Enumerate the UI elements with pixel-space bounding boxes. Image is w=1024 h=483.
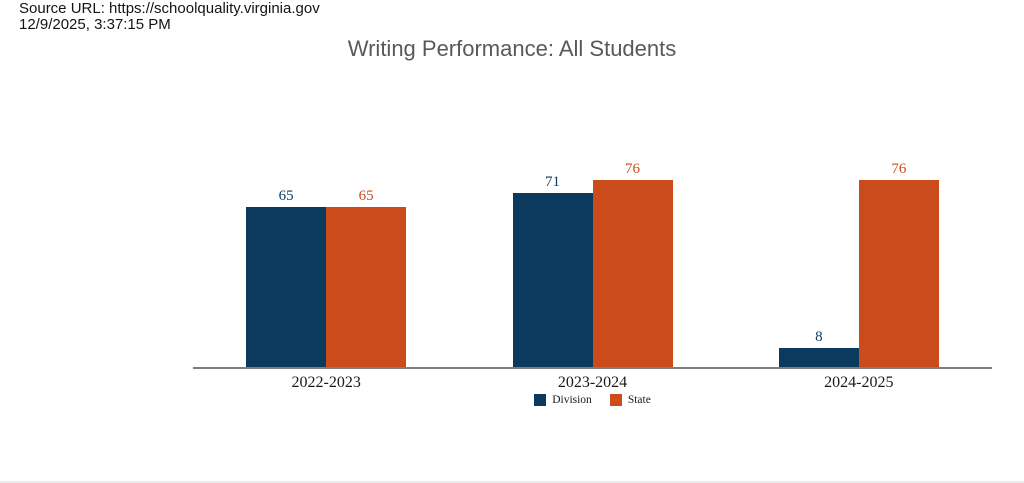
bar-group: 65 65 bbox=[246, 188, 407, 368]
bar-wrapper: 65 bbox=[246, 188, 327, 368]
x-axis-label: 2023-2024 bbox=[557, 374, 628, 391]
bar-state-2024-2025 bbox=[858, 180, 939, 368]
bottom-divider bbox=[0, 481, 1024, 483]
value-label: 8 bbox=[815, 329, 823, 346]
bar-division-2024-2025 bbox=[778, 348, 859, 368]
bar-state-2022-2023 bbox=[326, 207, 407, 368]
legend-item-division: Division bbox=[534, 394, 592, 406]
x-axis-line bbox=[193, 367, 992, 369]
legend-item-state: State bbox=[609, 394, 651, 406]
legend: Division State bbox=[193, 394, 992, 406]
value-label: 65 bbox=[358, 188, 374, 205]
legend-label-division: Division bbox=[552, 394, 592, 406]
source-header: Source URL: https://schoolquality.virgin… bbox=[19, 1, 320, 33]
plot-area: 65 65 71 76 8 76 bbox=[193, 140, 992, 368]
bar-wrapper: 76 bbox=[858, 161, 939, 368]
x-axis-labels: 2022-2023 2023-2024 2024-2025 bbox=[193, 374, 992, 394]
value-label: 76 bbox=[625, 161, 640, 178]
x-axis-label: 2024-2025 bbox=[824, 374, 894, 391]
value-label: 65 bbox=[278, 188, 294, 205]
legend-label-state: State bbox=[627, 394, 651, 406]
x-axis-label: 2022-2023 bbox=[291, 374, 361, 391]
legend-swatch-state bbox=[609, 394, 622, 406]
bar-wrapper: 65 bbox=[326, 188, 407, 368]
source-url: Source URL: https://schoolquality.virgin… bbox=[19, 0, 320, 17]
timestamp: 12/9/2025, 3:37:15 PM bbox=[19, 16, 171, 33]
legend-swatch-division bbox=[534, 394, 547, 406]
bar-group: 71 76 bbox=[512, 161, 673, 368]
bar-division-2023-2024 bbox=[512, 192, 593, 368]
bar-state-2023-2024 bbox=[592, 180, 673, 368]
bar-group: 8 76 bbox=[778, 161, 939, 368]
chart-title: Writing Performance: All Students bbox=[347, 36, 677, 61]
value-label: 76 bbox=[891, 161, 907, 178]
bar-wrapper: 71 bbox=[512, 173, 593, 368]
bar-division-2022-2023 bbox=[246, 207, 327, 368]
value-label: 71 bbox=[545, 173, 560, 190]
bar-wrapper: 76 bbox=[592, 161, 673, 368]
bar-wrapper: 8 bbox=[778, 329, 859, 368]
